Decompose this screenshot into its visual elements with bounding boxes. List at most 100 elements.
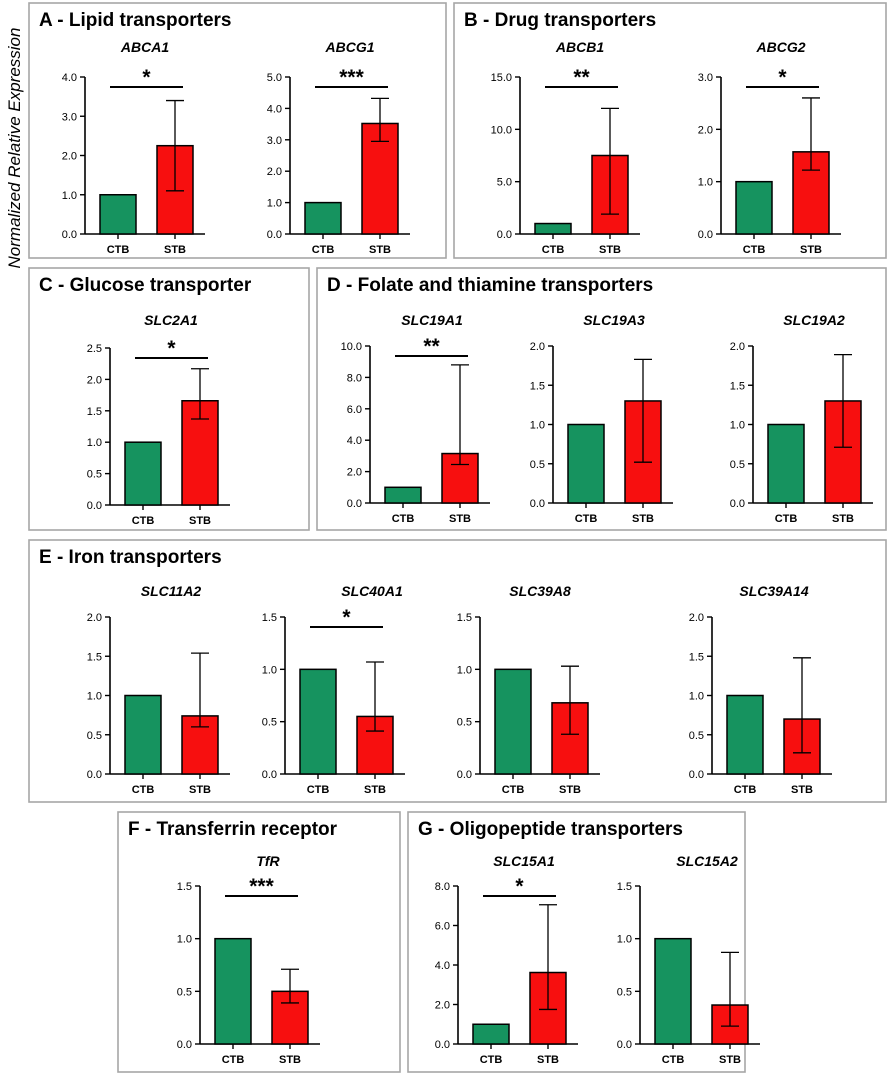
panel-d-title: D - Folate and thiamine transporters bbox=[327, 275, 653, 296]
y-tick-label: 0.0 bbox=[689, 769, 704, 781]
chart-title: SLC2A1 bbox=[144, 312, 198, 328]
x-tick-label: CTB bbox=[775, 513, 798, 525]
y-tick-label: 1.0 bbox=[177, 934, 192, 946]
y-tick-label: 2.0 bbox=[267, 166, 282, 178]
chart-slc19a1: SLC19A1 0.0 2.0 4.0 6.0 8.0 10.0 CTB STB ** bbox=[341, 312, 490, 525]
y-tick-label: 1.0 bbox=[689, 691, 704, 703]
chart-slc40a1: SLC40A1 0.0 0.5 1.0 1.5 CTB STB * bbox=[262, 583, 405, 796]
panel-a-border bbox=[28, 2, 447, 259]
significance-stars: * bbox=[167, 337, 176, 360]
x-tick-label: CTB bbox=[542, 244, 565, 256]
x-tick-label: STB bbox=[791, 784, 813, 796]
y-tick-label: 0.0 bbox=[267, 229, 282, 241]
x-tick-label: CTB bbox=[312, 244, 335, 256]
x-tick-label: CTB bbox=[392, 513, 415, 525]
chart-title: SLC19A3 bbox=[583, 312, 645, 328]
panel-d-border bbox=[316, 267, 887, 531]
significance-stars: *** bbox=[249, 875, 274, 898]
y-tick-label: 2.0 bbox=[62, 151, 77, 163]
chart-title: ABCG2 bbox=[755, 39, 805, 55]
y-tick-label: 1.0 bbox=[262, 664, 277, 676]
y-tick-label: 4.0 bbox=[435, 960, 450, 972]
chart-slc15a1: SLC15A1 0.0 2.0 4.0 6.0 8.0 CTB STB * bbox=[435, 853, 578, 1066]
chart-slc19a2: SLC19A2 0.0 0.5 1.0 1.5 2.0 CTB STB bbox=[730, 312, 873, 525]
bar-ctb bbox=[726, 694, 764, 775]
chart-title: ABCA1 bbox=[120, 39, 169, 55]
panel-b-border bbox=[453, 2, 887, 259]
y-tick-label: 1.0 bbox=[87, 437, 102, 449]
y-tick-label: 0.5 bbox=[87, 730, 102, 742]
y-tick-label: 1.0 bbox=[267, 198, 282, 210]
y-tick-label: 1.0 bbox=[87, 691, 102, 703]
x-tick-label: CTB bbox=[132, 515, 155, 527]
y-tick-label: 1.5 bbox=[262, 612, 277, 624]
y-tick-label: 6.0 bbox=[347, 404, 362, 416]
y-tick-label: 1.0 bbox=[617, 934, 632, 946]
panel-e-border bbox=[28, 539, 887, 803]
y-tick-label: 4.0 bbox=[62, 72, 77, 84]
y-tick-label: 4.0 bbox=[347, 435, 362, 447]
x-tick-label: STB bbox=[537, 1054, 559, 1066]
y-tick-label: 6.0 bbox=[435, 921, 450, 933]
y-tick-label: 0.0 bbox=[730, 498, 745, 510]
y-tick-label: 0.0 bbox=[435, 1039, 450, 1051]
x-tick-label: CTB bbox=[307, 784, 330, 796]
y-tick-label: 15.0 bbox=[491, 72, 512, 84]
y-tick-label: 1.5 bbox=[177, 881, 192, 893]
chart-slc2a1: SLC2A1 0.0 0.5 1.0 1.5 2.0 2.5 CTB STB * bbox=[87, 312, 230, 527]
chart-title: SLC40A1 bbox=[341, 583, 403, 599]
y-tick-label: 1.0 bbox=[530, 420, 545, 432]
y-tick-label: 0.5 bbox=[730, 459, 745, 471]
x-tick-label: STB bbox=[189, 515, 211, 527]
bar-ctb bbox=[124, 694, 162, 775]
bar-ctb bbox=[735, 180, 773, 235]
bar-ctb bbox=[767, 423, 805, 504]
x-tick-label: STB bbox=[279, 1054, 301, 1066]
x-tick-label: CTB bbox=[743, 244, 766, 256]
x-tick-label: CTB bbox=[480, 1054, 503, 1066]
y-tick-label: 0.5 bbox=[530, 459, 545, 471]
panel-c-border bbox=[28, 267, 310, 531]
y-axis-title: Normalized Relative Expression bbox=[5, 28, 24, 269]
chart-title: SLC19A1 bbox=[401, 312, 463, 328]
y-tick-label: 3.0 bbox=[62, 111, 77, 123]
y-tick-label: 0.5 bbox=[87, 469, 102, 481]
y-tick-label: 3.0 bbox=[698, 72, 713, 84]
y-tick-label: 0.5 bbox=[262, 717, 277, 729]
y-tick-label: 1.5 bbox=[689, 651, 704, 663]
significance-stars: * bbox=[142, 66, 151, 89]
x-tick-label: STB bbox=[832, 513, 854, 525]
x-tick-label: CTB bbox=[575, 513, 598, 525]
bar-ctb bbox=[124, 441, 162, 506]
panel-f-border bbox=[117, 811, 401, 1073]
y-tick-label: 3.0 bbox=[267, 135, 282, 147]
bar-ctb bbox=[99, 194, 137, 235]
chart-slc15a2: SLC15A2 0.0 0.5 1.0 1.5 CTB STB bbox=[617, 853, 760, 1066]
chart-abcb1: ABCB1 0.0 5.0 10.0 15.0 CTB STB ** bbox=[491, 39, 640, 256]
y-tick-label: 0.0 bbox=[497, 229, 512, 241]
y-tick-label: 2.0 bbox=[87, 612, 102, 624]
bar-stb bbox=[551, 702, 589, 775]
y-tick-label: 1.0 bbox=[62, 190, 77, 202]
y-tick-label: 10.0 bbox=[341, 341, 362, 353]
chart-abcg2: ABCG2 0.0 1.0 2.0 3.0 CTB STB * bbox=[698, 39, 841, 256]
x-tick-label: CTB bbox=[662, 1054, 685, 1066]
y-tick-label: 0.0 bbox=[617, 1039, 632, 1051]
y-tick-label: 1.5 bbox=[87, 651, 102, 663]
y-tick-label: 0.0 bbox=[698, 229, 713, 241]
bar-ctb bbox=[472, 1023, 510, 1045]
x-tick-label: CTB bbox=[222, 1054, 245, 1066]
y-tick-label: 0.0 bbox=[347, 498, 362, 510]
y-tick-label: 1.5 bbox=[87, 406, 102, 418]
panel-c-title: C - Glucose transporter bbox=[39, 275, 252, 296]
significance-stars: * bbox=[778, 66, 787, 89]
chart-title: SLC19A2 bbox=[783, 312, 845, 328]
panel-e-title: E - Iron transporters bbox=[39, 547, 222, 568]
y-tick-label: 0.0 bbox=[262, 769, 277, 781]
y-tick-label: 0.5 bbox=[689, 730, 704, 742]
x-tick-label: STB bbox=[449, 513, 471, 525]
x-tick-label: STB bbox=[189, 784, 211, 796]
x-tick-label: STB bbox=[719, 1054, 741, 1066]
x-tick-label: CTB bbox=[132, 784, 155, 796]
y-tick-label: 2.0 bbox=[698, 124, 713, 136]
